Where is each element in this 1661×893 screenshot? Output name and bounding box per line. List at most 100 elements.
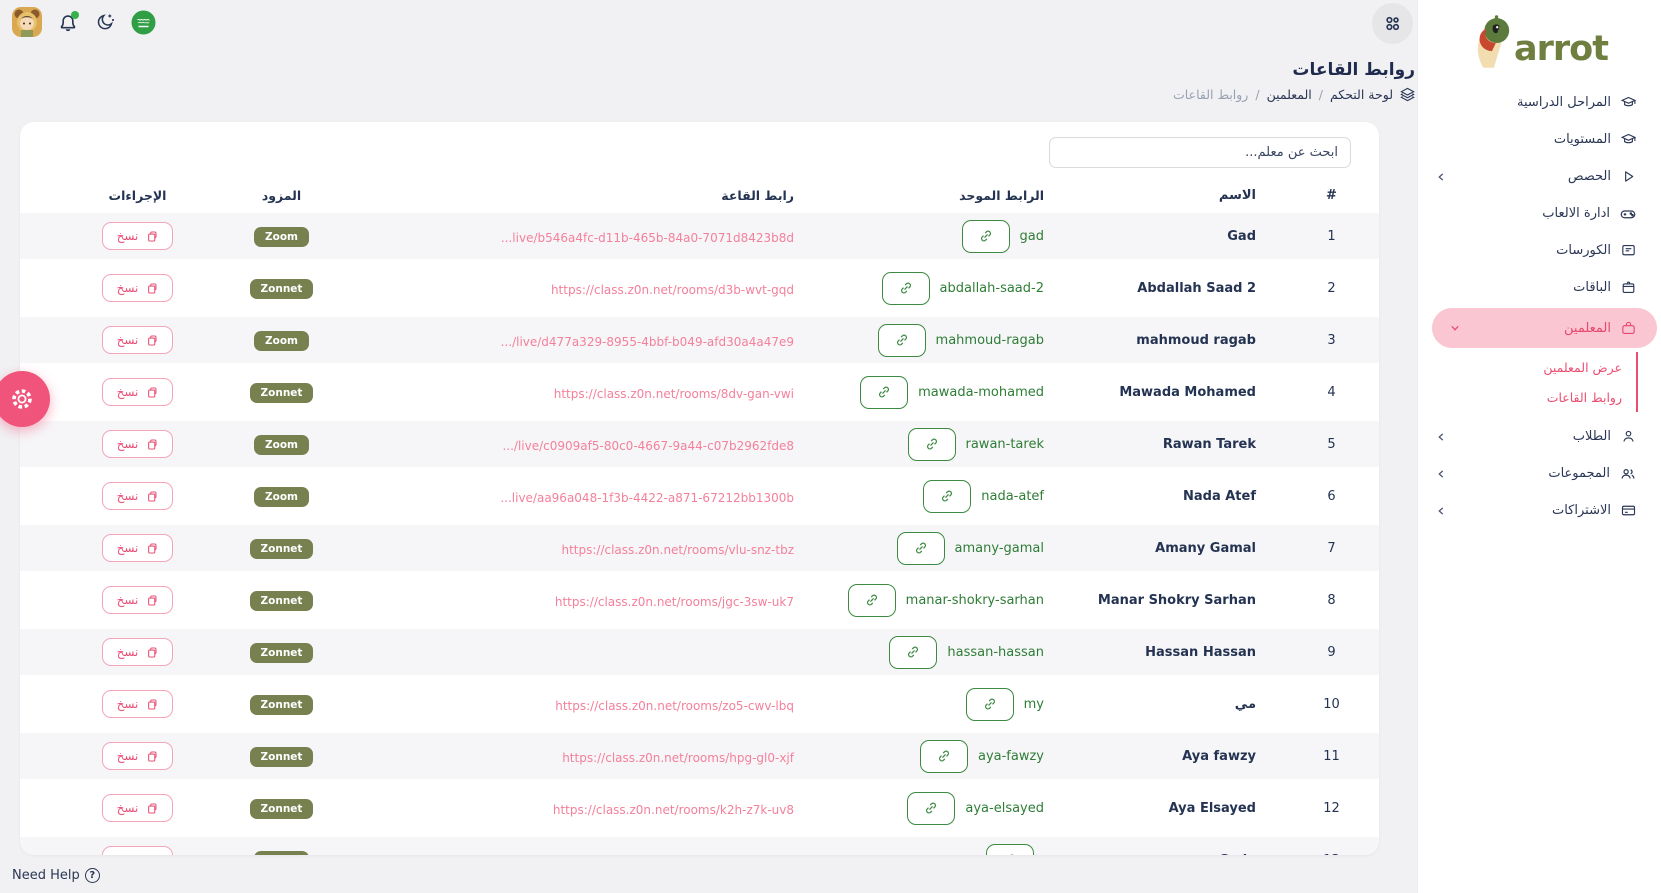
unified-link-slug[interactable]: abdallah-saad-2 [939,280,1044,296]
copy-button[interactable]: نسخ [101,274,174,302]
copy-icon [148,751,157,761]
row-number: 7 [1327,540,1336,556]
copy-button[interactable]: نسخ [101,326,174,354]
table-row: 2 Abdallah Saad 2 abdallah-saad-2 https:… [20,262,1379,314]
notifications-button[interactable] [57,11,79,33]
column-header-actions: الإجراءات [108,187,167,203]
teacher-name: Rawan Tarek [1162,436,1256,452]
actions-cell: نسخ [76,742,199,770]
room-link[interactable]: https://class.z0n.net/rooms/jgc-3sw-uk7 [554,594,794,609]
unified-link-slug[interactable]: aya-fawzy [977,748,1044,764]
sidebar-item-packages[interactable]: الباقات [1418,269,1661,306]
copy-icon [148,283,157,293]
teacher-name: Gad [1227,228,1256,244]
table-row: 8 Manar Shokry Sarhan manar-shokry-sarha… [20,574,1379,626]
open-link-button[interactable] [877,323,926,357]
sidebar-item-students[interactable]: الطلاب [1418,418,1661,455]
sidebar-item-games[interactable]: ادارة الالعاب [1418,195,1661,232]
open-link-button[interactable] [881,271,930,305]
room-link[interactable]: ...live/b546a4fc-d11b-465b-84a0-7071d842… [500,230,794,245]
dark-mode-button[interactable] [94,11,116,33]
copy-button[interactable]: نسخ [101,586,174,614]
room-link[interactable]: https://class.z0n.net/rooms/d3b-wvt-gqd [550,282,794,297]
open-link-button[interactable] [923,479,972,513]
apps-grid-button[interactable] [1372,3,1413,44]
sidebar-nav: المراحل الدراسية المستويات الحصص ادارة ا… [1418,84,1661,529]
copy-button[interactable]: نسخ [101,846,174,855]
open-link-button[interactable] [907,791,956,825]
table-row: 6 Nada Atef nada-atef ...live/aa96a048-1… [20,470,1379,522]
search-input[interactable] [1049,137,1351,168]
breadcrumb-teachers[interactable]: المعلمين [1266,87,1312,102]
table-row: 1 Gad gad ...live/b546a4fc-d11b-465b-84a… [20,210,1379,262]
room-link[interactable]: https://class.z0n.net/rooms/zo5-cwv-lbq [555,698,794,713]
sidebar-item-classes[interactable]: الحصص [1418,158,1661,195]
unified-link-cell: aya-elsayed [794,791,1074,825]
language-button[interactable] [131,10,156,35]
row-number: 11 [1323,748,1340,764]
submenu-item-room-links[interactable]: روابط القاعات [1546,389,1622,405]
sidebar-item-teachers[interactable]: المعلمين [1432,308,1657,348]
sidebar-item-label: المراحل الدراسية [1517,95,1611,110]
open-link-button[interactable] [986,843,1034,855]
sidebar-item-courses[interactable]: الكورسات [1418,232,1661,269]
user-avatar[interactable] [12,7,42,37]
need-help-link[interactable]: Need Help ? [12,868,100,883]
copy-button[interactable]: نسخ [101,222,174,250]
unified-link-slug[interactable]: mahmoud-ragab [935,332,1044,348]
copy-button[interactable]: نسخ [101,794,174,822]
sidebar-item-groups[interactable]: المجموعات [1418,455,1661,492]
room-link[interactable]: ...live/aa96a048-1f3b-4422-a871-67212bb1… [500,490,794,505]
open-link-button[interactable] [961,219,1010,253]
room-link[interactable]: .../live/1b070aaa-d6a0-476f-8857-330bf7a… [501,855,794,856]
unified-link-slug[interactable]: mawada-mohamed [918,384,1044,400]
unified-link-slug[interactable]: rawan-tarek [965,436,1045,452]
unified-link-slug[interactable]: gad [1019,228,1044,244]
open-link-button[interactable] [965,687,1014,721]
copy-button[interactable]: نسخ [101,378,174,406]
link-icon [926,438,937,450]
saudi-flag-icon [131,10,156,34]
open-link-button[interactable] [907,427,956,461]
page-title: روابط القاعات [1292,60,1415,80]
room-link[interactable]: https://class.z0n.net/rooms/8dv-gan-vwi [553,386,794,401]
open-link-button[interactable] [889,635,938,669]
provider-cell: Zonnet [199,641,364,663]
room-link[interactable]: https://class.z0n.net/rooms/vlu-snz-tbz [561,542,794,557]
chevron-left-icon [1434,504,1448,518]
unified-link-slug[interactable]: amany-gamal [954,540,1044,556]
unified-link-slug[interactable]: manar-shokry-sarhan [905,592,1044,608]
room-link[interactable]: .../live/d477a329-8955-4bbf-b049-afd30a4… [500,334,794,349]
unified-link-cell: mahmoud-ragab [794,323,1074,357]
room-link[interactable]: https://class.z0n.net/rooms/k2h-z7k-uv8 [552,802,794,817]
open-link-button[interactable] [919,739,968,773]
room-link[interactable]: https://class.z0n.net/rooms/hpg-gl0-xjf [562,750,794,765]
copy-button[interactable]: نسخ [101,482,174,510]
open-link-button[interactable] [896,531,945,565]
breadcrumb-dashboard[interactable]: لوحة التحكم [1329,87,1393,102]
sidebar-item-stages[interactable]: المراحل الدراسية [1418,84,1661,121]
row-number: 5 [1327,436,1336,452]
copy-button[interactable]: نسخ [101,430,174,458]
unified-link-slug[interactable]: nada-atef [981,488,1044,504]
copy-button[interactable]: نسخ [101,690,174,718]
link-icon [900,282,911,294]
open-link-button[interactable] [847,583,896,617]
copy-button[interactable]: نسخ [101,534,174,562]
logo[interactable]: arrot [1418,0,1661,70]
unified-link-slug[interactable]: aya-elsayed [965,800,1044,816]
sidebar-item-label: المجموعات [1548,466,1610,481]
sidebar-item-subscriptions[interactable]: الاشتراكات [1418,492,1661,529]
settings-fab[interactable] [0,371,50,427]
unified-link-slug[interactable]: hassan-hassan [947,644,1044,660]
copy-button-label: نسخ [116,801,139,815]
copy-button[interactable]: نسخ [101,742,174,770]
copy-button[interactable]: نسخ [101,638,174,666]
sidebar-item-levels[interactable]: المستويات [1418,121,1661,158]
unified-link-slug[interactable]: my [1023,696,1044,712]
open-link-button[interactable] [860,375,909,409]
actions-cell: نسخ [76,378,199,406]
submenu-item-view-teachers[interactable]: عرض المعلمين [1543,359,1622,375]
table-row: 12 Aya Elsayed aya-elsayed https://class… [20,782,1379,834]
room-link[interactable]: .../live/c0909af5-80c0-4667-9a44-c07b296… [502,438,794,453]
